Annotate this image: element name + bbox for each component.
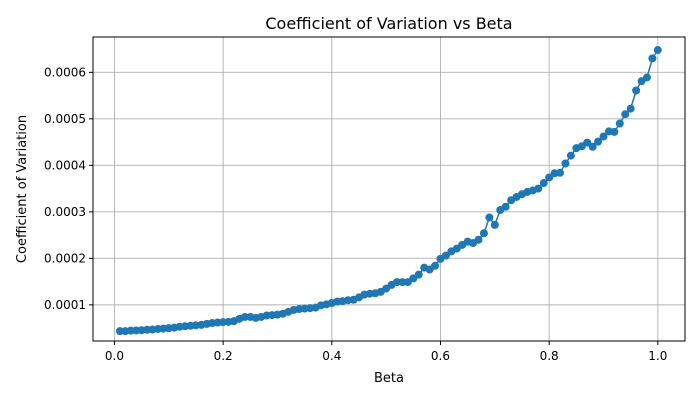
x-tick-label: 1.0	[648, 349, 667, 363]
data-point	[642, 73, 651, 82]
data-point	[648, 54, 657, 63]
x-tick-label: 0.2	[214, 349, 233, 363]
data-point	[653, 46, 662, 55]
y-tick-label: 0.0004	[44, 158, 86, 172]
y-tick-label: 0.0001	[44, 298, 86, 312]
data-point	[621, 110, 630, 119]
data-point	[561, 159, 570, 168]
data-point	[479, 229, 488, 238]
y-tick-label: 0.0003	[44, 205, 86, 219]
data-point	[610, 127, 619, 136]
data-point	[414, 270, 423, 279]
data-point	[539, 179, 548, 188]
data-point	[485, 213, 494, 222]
y-tick-label: 0.0002	[44, 251, 86, 265]
y-tick-label: 0.0005	[44, 112, 86, 126]
data-point	[545, 173, 554, 182]
data-point	[501, 202, 510, 211]
data-point	[615, 119, 624, 128]
data-point	[594, 137, 603, 146]
grid	[93, 37, 685, 341]
data-point	[490, 220, 499, 229]
data-point	[632, 86, 641, 95]
chart-title: Coefficient of Variation vs Beta	[265, 14, 512, 33]
data-point	[583, 138, 592, 147]
x-tick-label: 0.4	[322, 349, 341, 363]
y-tick-label: 0.0006	[44, 65, 86, 79]
data-point	[474, 235, 483, 244]
data-point	[599, 132, 608, 141]
tick-layer: 0.0 0.2 0.4 0.6 0.8 1.0 0.0001 0.0002 0.0003 0.00…	[44, 65, 667, 363]
data-point	[588, 142, 597, 151]
x-tick-label: 0.0	[105, 349, 124, 363]
data-point	[556, 168, 565, 177]
y-axis-label: Coefficient of Variation	[15, 115, 30, 263]
data-point	[626, 104, 635, 113]
x-tick-label: 0.8	[540, 349, 559, 363]
data-point	[534, 184, 543, 193]
data-point	[441, 251, 450, 260]
series-layer	[115, 46, 662, 336]
data-point	[431, 261, 440, 270]
x-axis-label: Beta	[374, 371, 404, 386]
plot-frame	[92, 36, 686, 342]
x-tick-label: 0.6	[431, 349, 450, 363]
data-point	[566, 151, 575, 160]
